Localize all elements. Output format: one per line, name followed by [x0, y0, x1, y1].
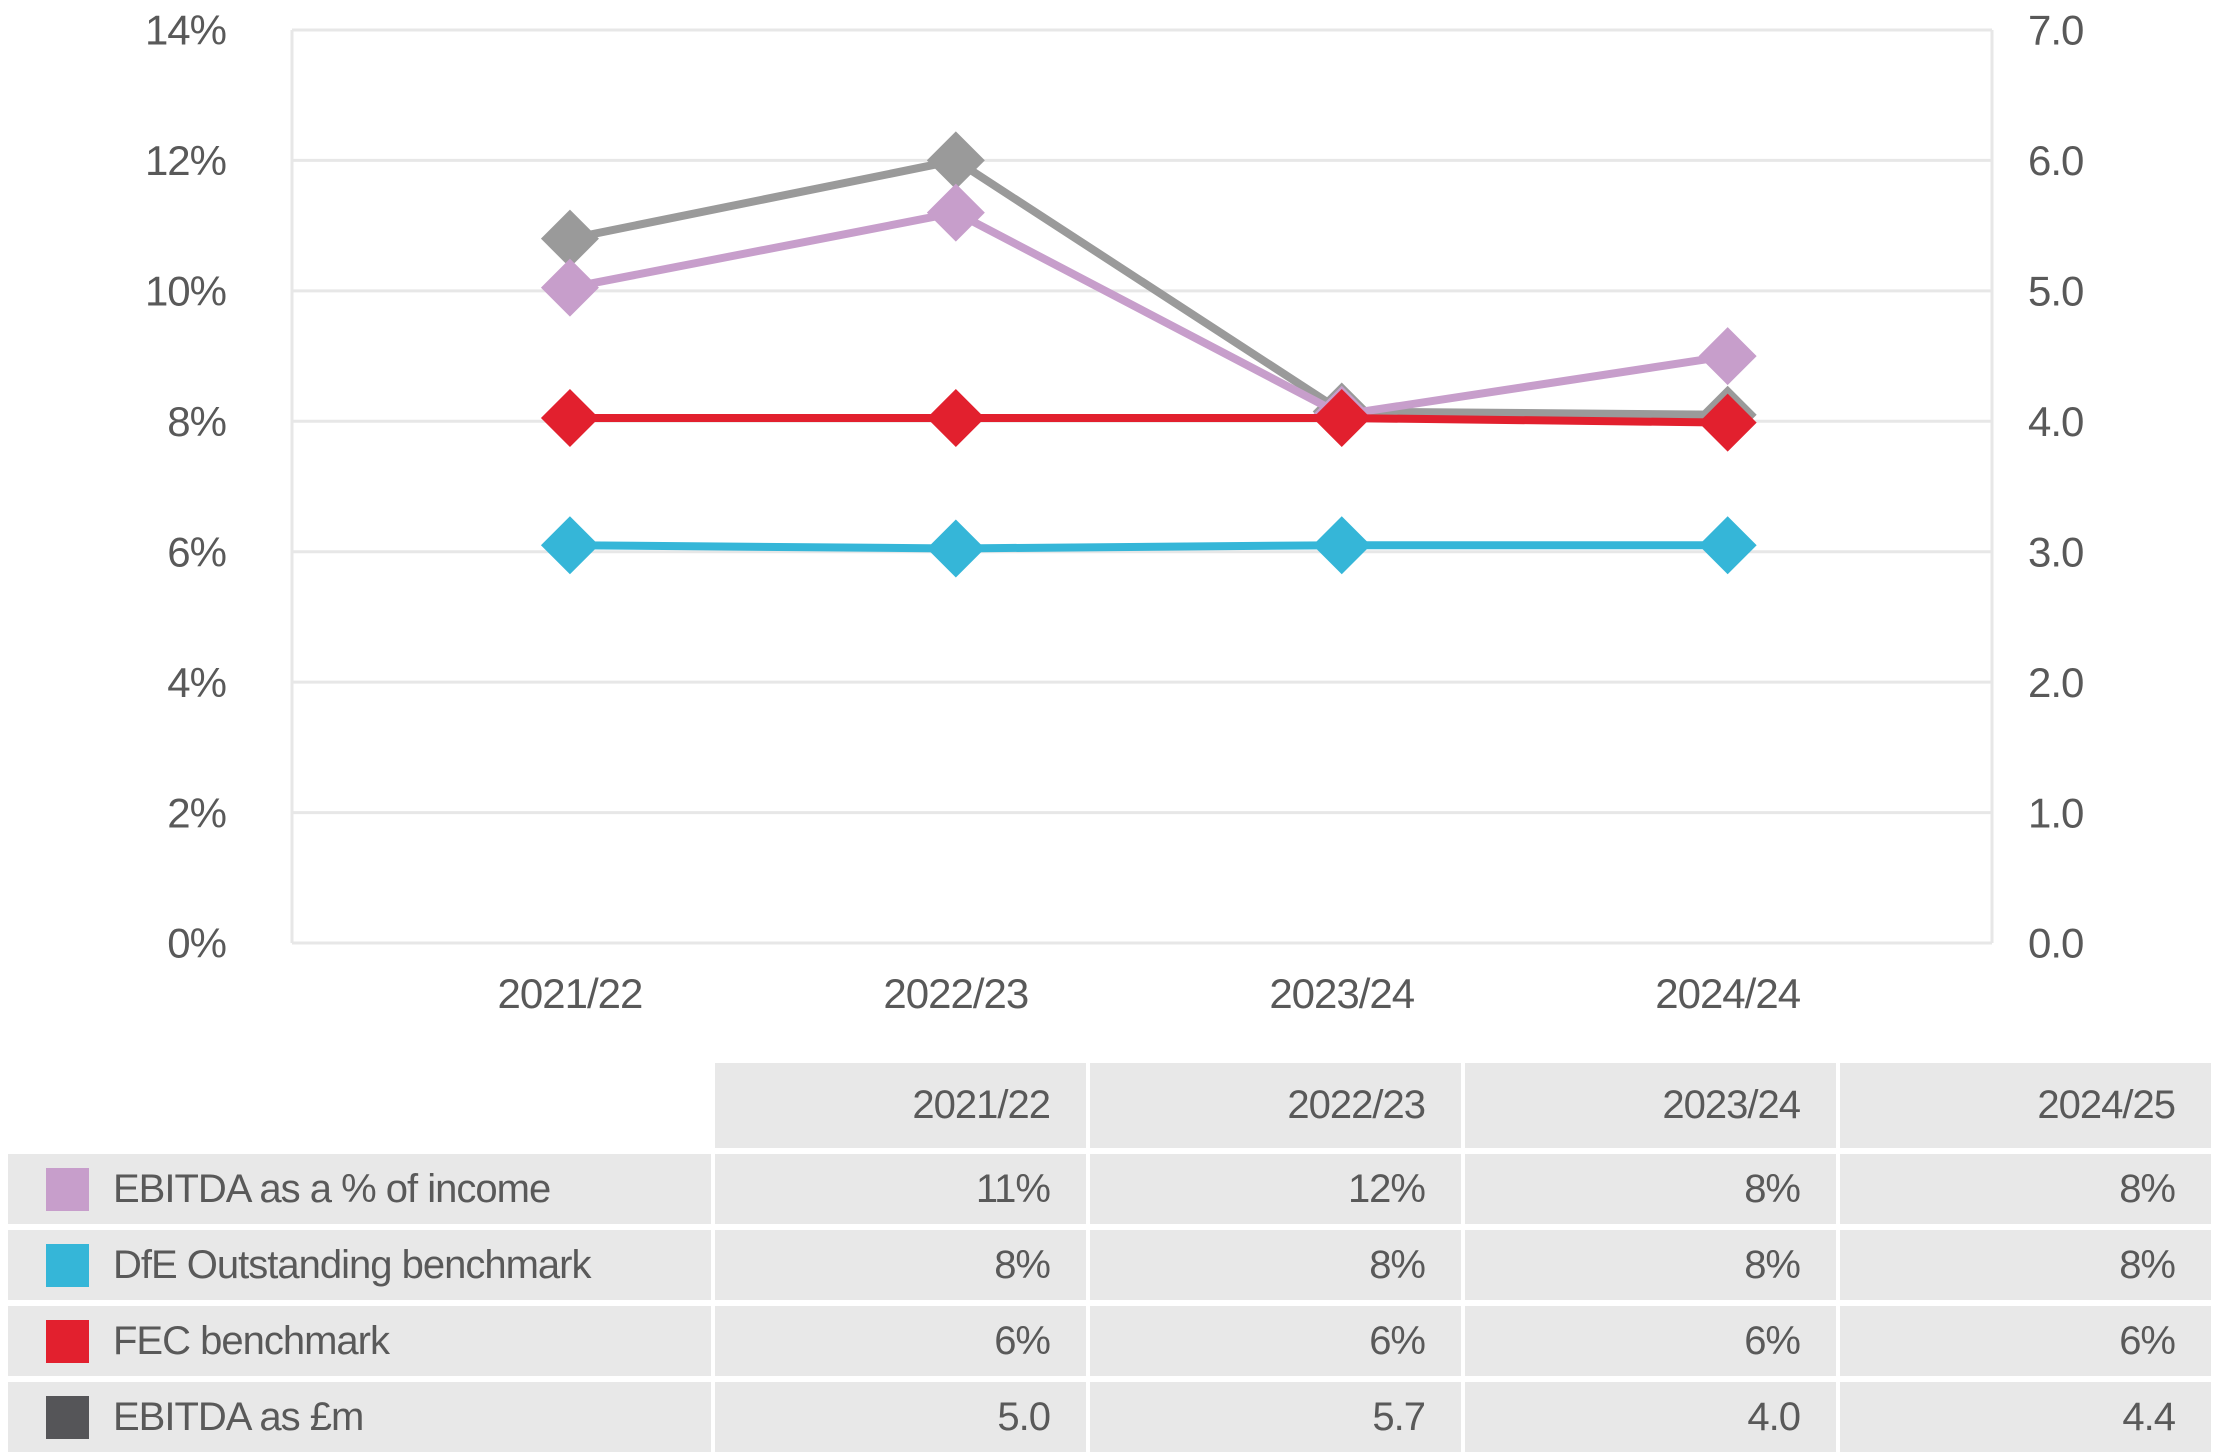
right-axis-tick: 0.0: [2028, 920, 2083, 967]
marker-diamond-dfe-outstanding-benchmark: [926, 519, 985, 578]
table-value-cell: 6%: [1465, 1306, 1836, 1376]
marker-diamond-fec-benchmark: [1698, 393, 1757, 452]
marker-diamond-dfe-outstanding-benchmark: [1698, 516, 1757, 575]
marker-diamond-ebitda-as-a-of-income: [926, 183, 985, 242]
left-axis-tick: 2%: [167, 789, 226, 836]
series-line-dfe-outstanding-benchmark: [569, 541, 1728, 553]
marker-diamond-ebitda-as-m: [540, 209, 599, 268]
table-value-cell: 8%: [1465, 1230, 1836, 1300]
series-name-text: EBITDA as a % of income: [113, 1166, 551, 1211]
x-axis-label: 2023/24: [1269, 970, 1414, 1017]
table-value-cell: 8%: [1090, 1230, 1461, 1300]
table-value-cell: 4.4: [1840, 1382, 2211, 1452]
left-axis-tick: 4%: [167, 659, 226, 706]
table-value-cell: 8%: [715, 1230, 1086, 1300]
series-line-ebitda-as-a-of-income: [569, 208, 1729, 419]
left-axis-tick: 14%: [145, 7, 226, 54]
table-value-cell: 5.0: [715, 1382, 1086, 1452]
series-line-ebitda-as-m: [569, 156, 1728, 419]
legend-swatch-ebitda-as-a-of-income: [46, 1167, 89, 1211]
table-value-cell: 5.7: [1090, 1382, 1461, 1452]
marker-diamond-ebitda-as-a-of-income: [1698, 327, 1757, 386]
chart-data-table: 2021/22 2022/23 2023/24 2024/25 EBITDA as a …: [8, 1063, 2211, 1452]
table-header-2022-23: 2022/23: [1090, 1063, 1461, 1148]
series-name-text: DfE Outstanding benchmark: [113, 1242, 591, 1287]
right-axis-tick: 5.0: [2028, 268, 2083, 315]
right-axis-tick: 7.0: [2028, 7, 2083, 54]
series-name-text: FEC benchmark: [113, 1318, 390, 1363]
series-line-fec-benchmark: [569, 414, 1728, 427]
marker-diamond-dfe-outstanding-benchmark: [540, 516, 599, 575]
table-value-cell: 12%: [1090, 1154, 1461, 1224]
marker-diamond-ebitda-as-m: [926, 131, 985, 190]
x-axis-label: 2021/22: [498, 970, 643, 1017]
marker-diamond-fec-benchmark: [540, 389, 599, 448]
table-row-label-fec-benchmark: FEC benchmark: [8, 1306, 711, 1376]
right-axis-tick: 4.0: [2028, 398, 2083, 445]
right-axis-tick: 3.0: [2028, 528, 2083, 575]
marker-diamond-dfe-outstanding-benchmark: [1312, 516, 1371, 575]
marker-diamond-fec-benchmark: [926, 389, 985, 448]
table-value-cell: 8%: [1465, 1154, 1836, 1224]
table-value-cell: 8%: [1840, 1230, 2211, 1300]
table-header-2023-24: 2023/24: [1465, 1063, 1836, 1148]
legend-swatch-dfe-outstanding-benchmark: [46, 1243, 89, 1287]
table-header-2021-22: 2021/22: [715, 1063, 1086, 1148]
marker-diamond-fec-benchmark: [1312, 389, 1371, 448]
table-value-cell: 6%: [1090, 1306, 1461, 1376]
table-header-2024-25: 2024/25: [1840, 1063, 2211, 1148]
marker-diamond-ebitda-as-a-of-income: [540, 258, 599, 317]
table-row-label-ebitda-as-a-of-income: EBITDA as a % of income: [8, 1154, 711, 1224]
table-value-cell: 8%: [1840, 1154, 2211, 1224]
left-axis-tick: 6%: [167, 528, 226, 575]
table-value-cell: 4.0: [1465, 1382, 1836, 1452]
table-row-label-ebitda-as-m: EBITDA as £m: [8, 1382, 711, 1452]
table-row-label-dfe-outstanding-benchmark: DfE Outstanding benchmark: [8, 1230, 711, 1300]
line-chart: 14% 12% 10% 8% 6% 4% 2% 0% 7.0 6.0 5.0 4.0 3.0 2.0 1.0…: [145, 7, 2084, 1017]
table-corner-cell: [8, 1063, 711, 1148]
x-axis-label: 2022/23: [883, 970, 1028, 1017]
left-axis-tick: 12%: [145, 137, 226, 184]
right-axis-tick: 6.0: [2028, 137, 2083, 184]
right-axis-tick: 1.0: [2028, 789, 2083, 836]
left-axis-tick: 10%: [145, 268, 226, 315]
left-axis-tick: 0%: [167, 920, 226, 967]
legend-swatch-ebitda-as-m: [46, 1395, 89, 1439]
right-axis-tick: 2.0: [2028, 659, 2083, 706]
table-value-cell: 6%: [1840, 1306, 2211, 1376]
table-value-cell: 11%: [715, 1154, 1086, 1224]
left-axis-tick: 8%: [167, 398, 226, 445]
legend-swatch-fec-benchmark: [46, 1319, 89, 1363]
table-value-cell: 6%: [715, 1306, 1086, 1376]
x-axis-label: 2024/24: [1655, 970, 1800, 1017]
series-name-text: EBITDA as £m: [113, 1394, 364, 1439]
